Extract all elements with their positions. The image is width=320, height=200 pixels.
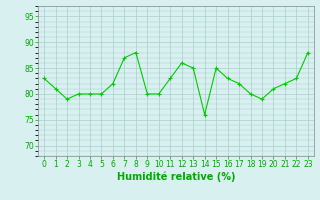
X-axis label: Humidité relative (%): Humidité relative (%) <box>117 172 235 182</box>
